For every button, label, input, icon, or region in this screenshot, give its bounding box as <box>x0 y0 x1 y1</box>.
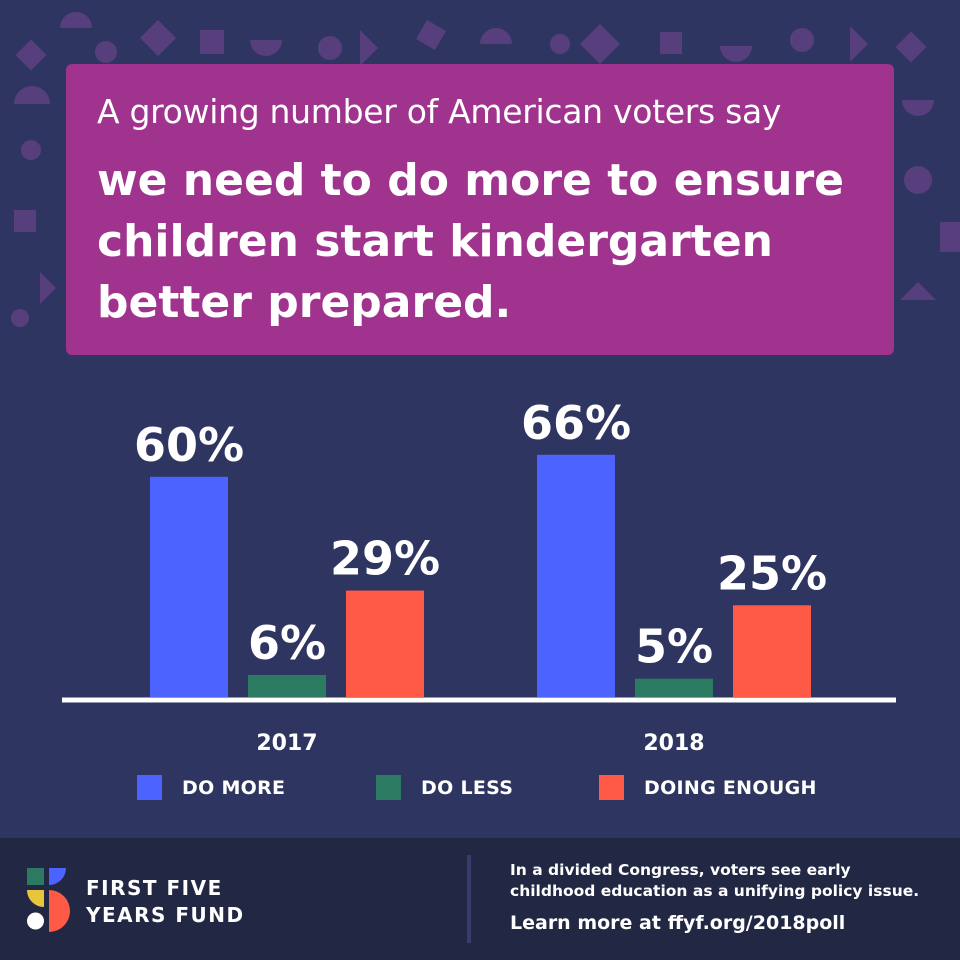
data-label-doing-enough-2018: 25% <box>717 546 827 600</box>
bar-do-more-2017 <box>150 476 228 697</box>
footer: FIRST FIVE YEARS FUND In a divided Congr… <box>0 838 960 960</box>
org-name: FIRST FIVE YEARS FUND <box>86 875 245 929</box>
legend-label-do-less: DO LESS <box>421 777 514 799</box>
footer-link[interactable]: Learn more at ffyf.org/2018poll <box>510 912 846 934</box>
headline-intro: A growing number of American voters say <box>97 92 782 131</box>
data-label-do-less-2017: 6% <box>248 616 326 670</box>
chart-legend: DO MORE DO LESS DOING ENOUGH <box>137 775 857 801</box>
headline-main: we need to do more to ensure children st… <box>97 155 844 328</box>
footer-divider <box>467 855 471 943</box>
background-pattern <box>11 12 960 327</box>
legend-swatch-doing-enough <box>599 775 624 800</box>
legend-label-doing-enough: DOING ENOUGH <box>644 777 817 799</box>
bar-doing-enough-2017 <box>346 590 424 697</box>
bar-do-more-2018 <box>537 454 615 697</box>
legend-swatch-do-more <box>137 775 162 800</box>
legend-swatch-do-less <box>376 775 401 800</box>
ffyf-logo-icon <box>27 868 70 932</box>
footer-message: In a divided Congress, voters see early … <box>510 861 920 900</box>
bar-chart: 60% 6%29% 2017 66% 5%25% 2018 <box>62 396 896 756</box>
legend-label-do-more: DO MORE <box>182 777 286 799</box>
bar-do-less-2018 <box>635 678 713 697</box>
data-label-do-less-2018: 5% <box>635 620 713 674</box>
bar-doing-enough-2018 <box>733 605 811 697</box>
data-label-do-more-2018: 66% <box>521 396 631 450</box>
category-label-2017: 2017 <box>256 731 317 756</box>
headline-box: A growing number of American voters say … <box>66 64 894 355</box>
org-name-line-1: FIRST FIVE <box>86 876 223 900</box>
bar-do-less-2017 <box>248 674 326 697</box>
data-label-doing-enough-2017: 29% <box>330 532 440 586</box>
data-label-do-more-2017: 60% <box>134 418 244 472</box>
category-label-2018: 2018 <box>643 731 704 756</box>
org-name-line-2: YEARS FUND <box>86 903 245 927</box>
